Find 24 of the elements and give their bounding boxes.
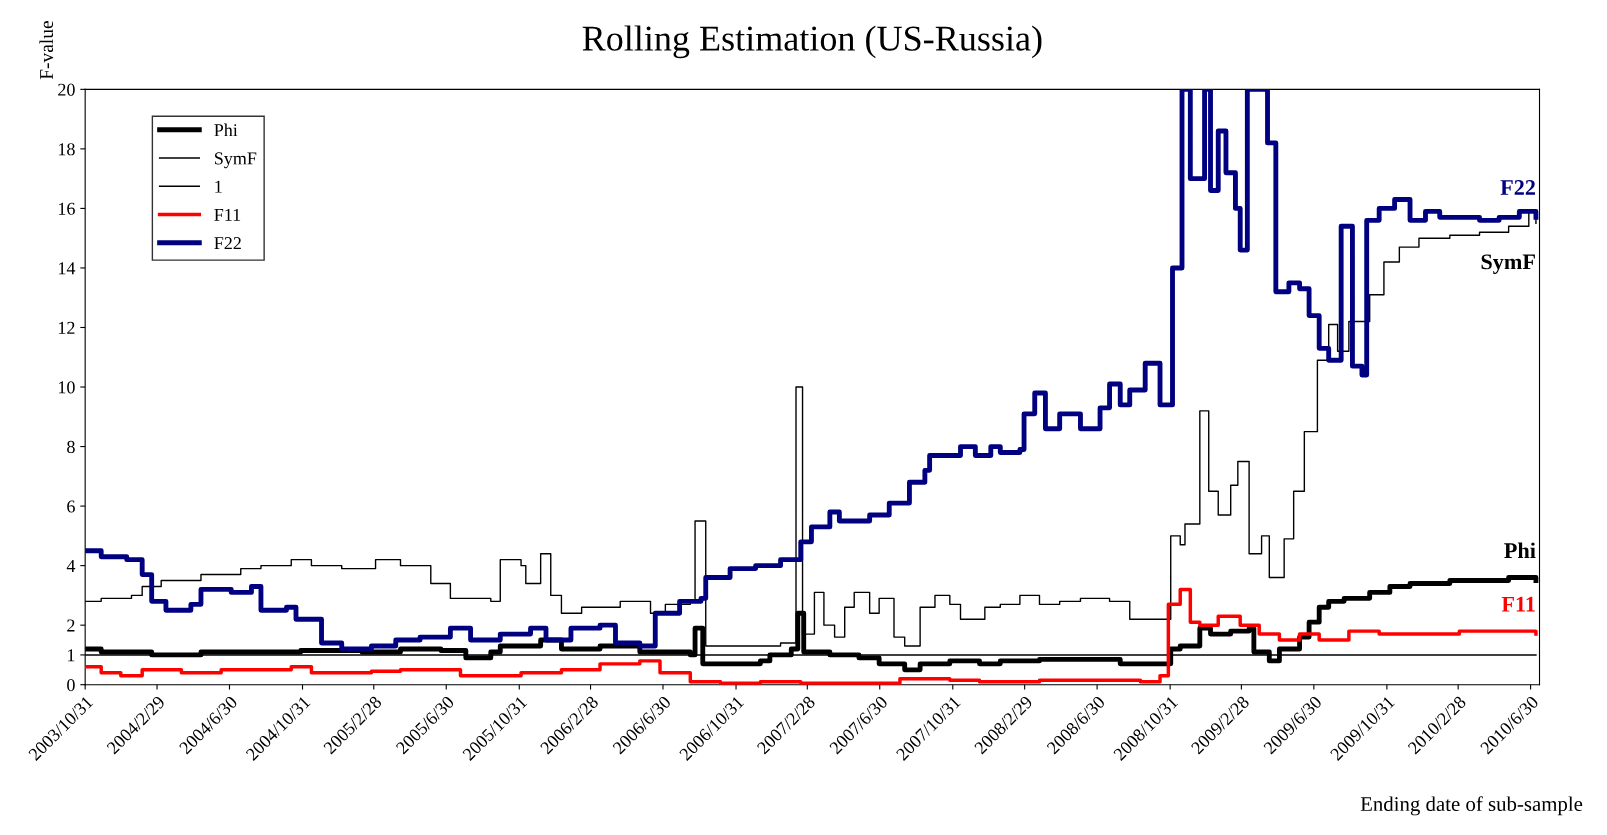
y-tick-label: 20 (58, 83, 75, 96)
y-tick-label: 0 (67, 678, 75, 692)
y-tick-label: 8 (67, 440, 75, 453)
y-tick-label: 18 (58, 143, 75, 156)
legend-label: SymF (214, 152, 257, 169)
y-tick-label: 12 (58, 321, 75, 334)
legend-label: F11 (214, 208, 241, 221)
y-tick-label: 6 (67, 500, 75, 513)
y-tick-label: 1 (68, 649, 75, 662)
y-tick-label: 16 (58, 202, 75, 215)
legend-label: 1 (215, 180, 222, 193)
y-tick-label: 2 (67, 619, 75, 632)
y-tick-label: 10 (58, 381, 75, 394)
annotation: F22 (1500, 180, 1535, 195)
chart-title: Rolling Estimation (US-Russia) (582, 25, 1042, 59)
y-tick-label: 4 (66, 560, 76, 572)
legend-label: F22 (214, 237, 241, 250)
y-axis-title: F-value (39, 21, 54, 80)
annotation: F11 (1501, 596, 1535, 612)
annotation: Phi (1504, 542, 1536, 558)
legend-label: Phi (214, 123, 238, 137)
annotation: SymF (1481, 254, 1535, 274)
y-tick-label: 14 (58, 262, 76, 275)
x-axis-title: Ending date of sub-sample (1360, 796, 1583, 816)
